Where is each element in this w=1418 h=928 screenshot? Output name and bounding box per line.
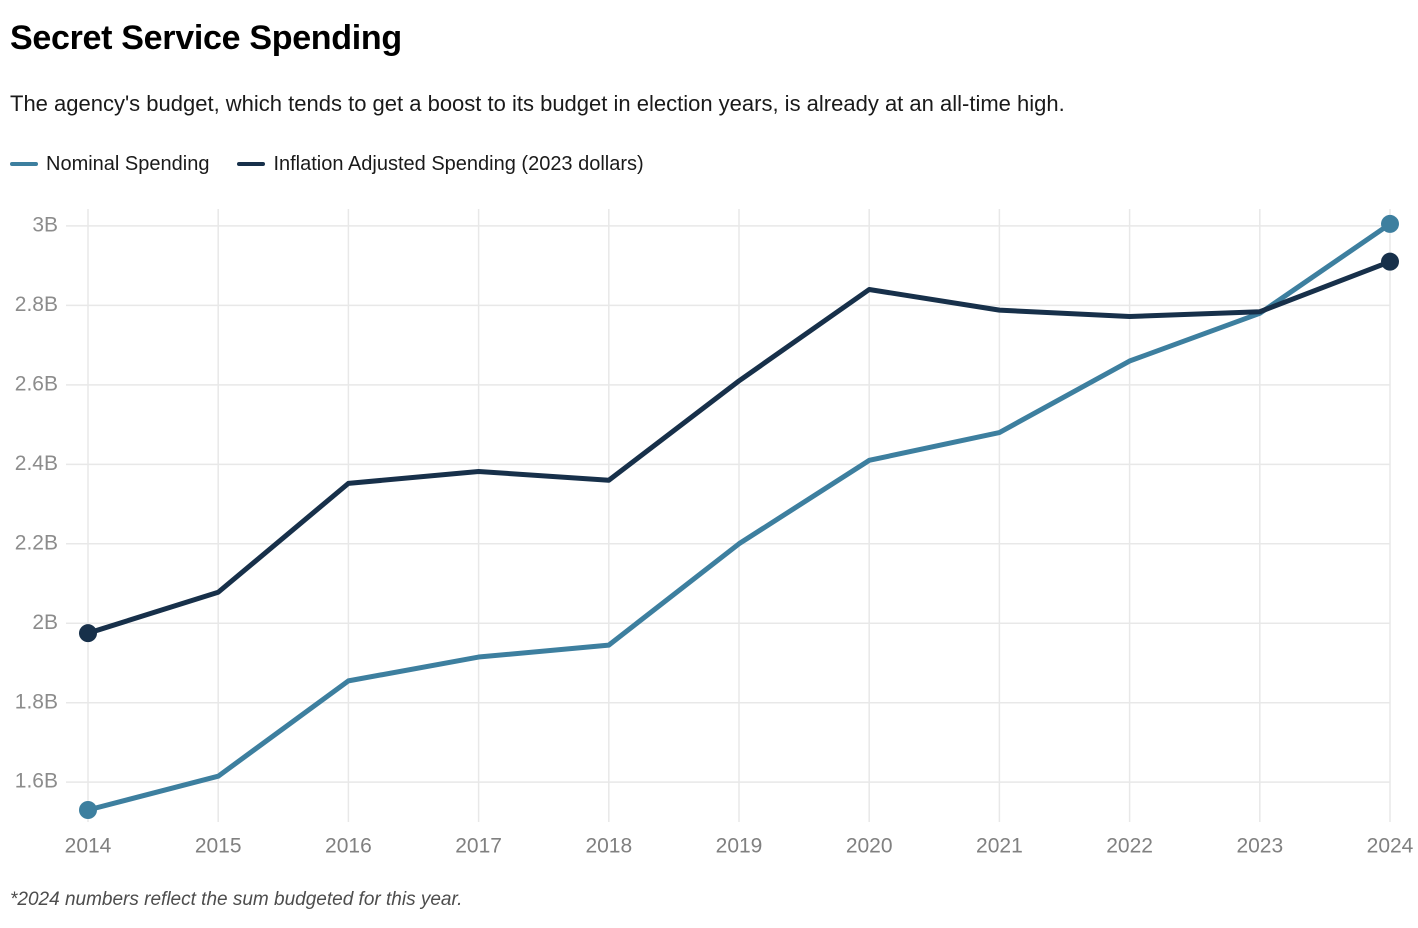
- y-axis-tick-label: 2.4B: [15, 452, 58, 475]
- y-axis-tick-label: 2.8B: [15, 293, 58, 316]
- x-axis-tick-label: 2018: [585, 834, 632, 857]
- endpoint-marker-nominal: [79, 801, 97, 819]
- x-axis-tick-label: 2015: [195, 834, 242, 857]
- x-axis-tick-label: 2021: [976, 834, 1023, 857]
- y-axis-tick-label: 1.6B: [15, 770, 58, 793]
- x-axis-tick-label: 2022: [1106, 834, 1153, 857]
- line-chart-svg: 1.6B 1.8B 2B 2.2B 2.4B 2.6B 2.8B 3B 2014 2015 2016…: [15, 209, 1414, 857]
- x-axis-tick-label: 2016: [325, 834, 372, 857]
- x-axis-tick-label: 2019: [716, 834, 763, 857]
- endpoint-marker-nominal: [1381, 214, 1399, 233]
- y-axis-tick-label: 1.8B: [15, 690, 58, 713]
- y-axis-tick-label: 2B: [32, 611, 58, 634]
- x-axis-tick-label: 2020: [846, 834, 893, 857]
- legend-item-nominal[interactable]: Nominal Spending: [10, 152, 209, 176]
- legend-swatch-inflation-adjusted: [237, 162, 266, 166]
- x-axis-tick-label: 2024: [1367, 834, 1414, 857]
- y-axis-tick-label: 3B: [32, 213, 58, 236]
- legend-label-inflation-adjusted: Inflation Adjusted Spending (2023 dollar…: [273, 153, 644, 175]
- endpoint-marker-inflation-adjusted: [1381, 252, 1399, 271]
- legend-item-inflation-adjusted[interactable]: Inflation Adjusted Spending (2023 dollar…: [237, 152, 644, 176]
- series-line-nominal: [85, 221, 1393, 813]
- legend-label-nominal: Nominal Spending: [46, 153, 210, 175]
- x-axis-tick-label: 2014: [65, 834, 112, 857]
- x-axis-tick-label: 2023: [1236, 834, 1283, 857]
- chart-subtitle: The agency's budget, which tends to get …: [10, 91, 1065, 116]
- endpoint-marker-inflation-adjusted: [79, 624, 97, 643]
- y-axis-tick-label: 2.6B: [15, 372, 58, 395]
- x-axis-tick-label: 2017: [455, 834, 502, 857]
- plot-area: 1.6B 1.8B 2B 2.2B 2.4B 2.6B 2.8B 3B 2014 2015 2016…: [0, 195, 1418, 860]
- y-axis-tick-label: 2.2B: [15, 531, 58, 554]
- chart-footnote: *2024 numbers reflect the sum budgeted f…: [10, 889, 463, 910]
- page-title: Secret Service Spending: [10, 19, 402, 57]
- chart-legend: Nominal Spending Inflation Adjusted Spen…: [10, 152, 644, 176]
- series-line-inflation-adjusted: [85, 259, 1393, 636]
- legend-swatch-nominal: [10, 162, 38, 166]
